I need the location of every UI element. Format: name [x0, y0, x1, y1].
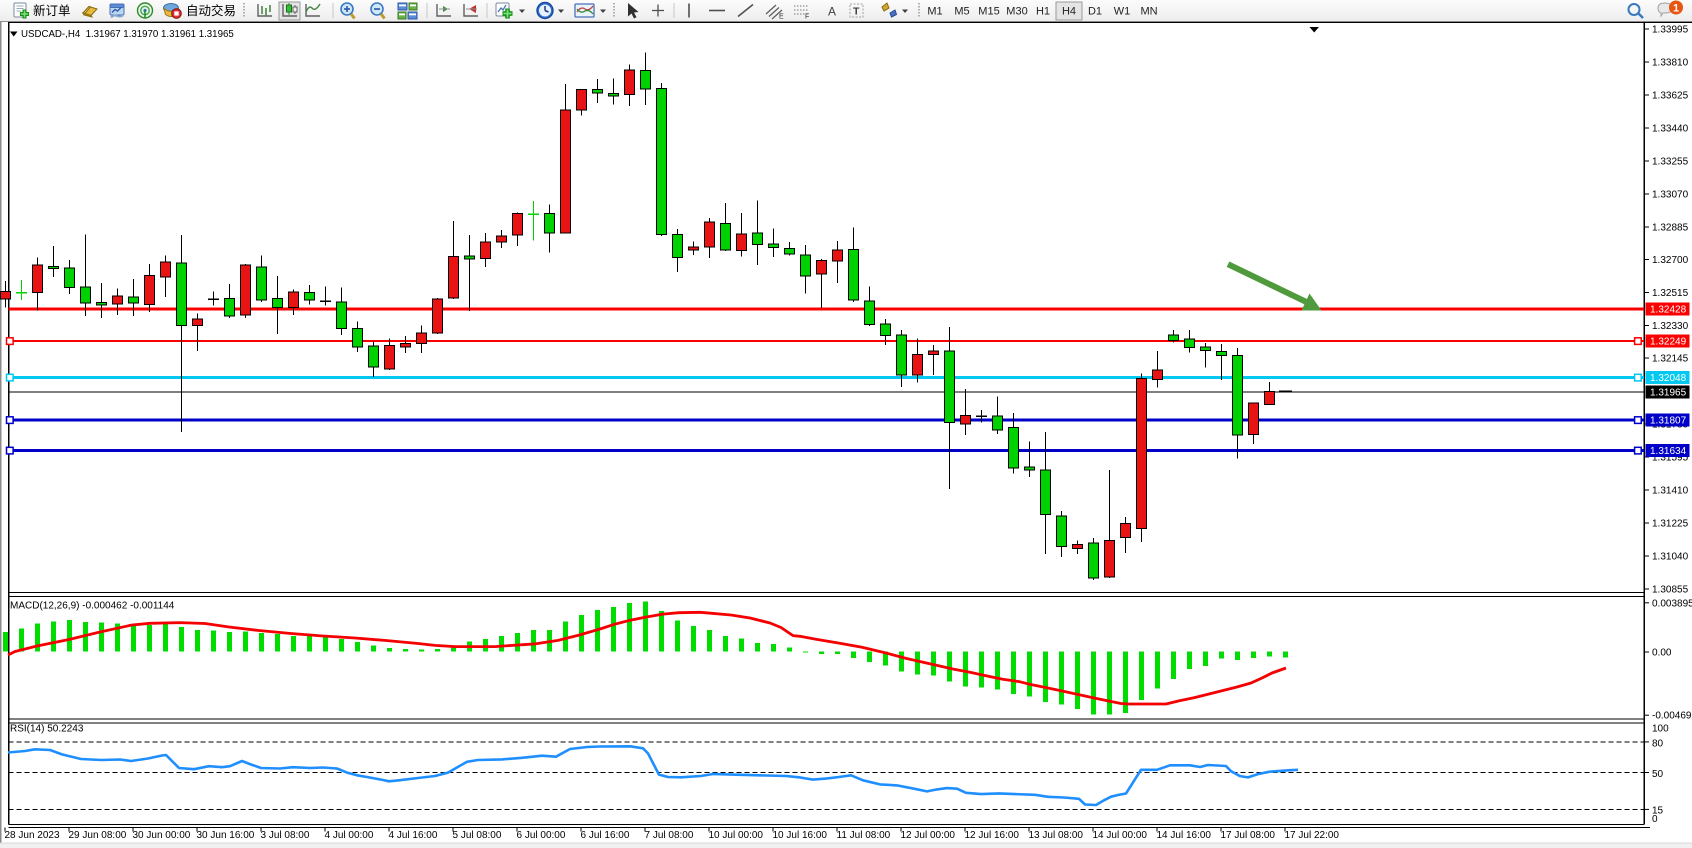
svg-text:M5: M5	[954, 6, 969, 18]
svg-text:10 Jul 00:00: 10 Jul 00:00	[709, 830, 764, 841]
svg-text:14 Jul 16:00: 14 Jul 16:00	[1157, 830, 1212, 841]
svg-text:T: T	[853, 6, 860, 18]
svg-text:A: A	[828, 5, 836, 19]
svg-text:1.30855: 1.30855	[1652, 585, 1689, 596]
svg-text:1.32515: 1.32515	[1652, 288, 1689, 299]
svg-text:MACD(12,26,9) -0.000462 -0.001: MACD(12,26,9) -0.000462 -0.001144	[10, 601, 175, 612]
svg-text:29 Jun 08:00: 29 Jun 08:00	[69, 830, 127, 841]
svg-text:USDCAD-,H4 1.31967 1.31970 1.: USDCAD-,H4 1.31967 1.31970 1.31961 1.319…	[21, 29, 234, 40]
svg-text:1.31040: 1.31040	[1652, 552, 1689, 563]
svg-text:1.32048: 1.32048	[1650, 373, 1687, 384]
svg-text:10 Jul 16:00: 10 Jul 16:00	[773, 830, 828, 841]
svg-text:12 Jul 00:00: 12 Jul 00:00	[901, 830, 956, 841]
svg-text:F: F	[805, 14, 809, 21]
svg-text:4 Jul 00:00: 4 Jul 00:00	[325, 830, 374, 841]
svg-text:1.31965: 1.31965	[1650, 388, 1687, 399]
svg-text:30 Jun 16:00: 30 Jun 16:00	[197, 830, 255, 841]
svg-text:11 Jul 08:00: 11 Jul 08:00	[837, 830, 891, 841]
svg-text:1.31410: 1.31410	[1652, 486, 1689, 497]
svg-text:0.003895: 0.003895	[1652, 598, 1692, 609]
svg-text:12 Jul 16:00: 12 Jul 16:00	[965, 830, 1020, 841]
svg-text:7 Jul 08:00: 7 Jul 08:00	[645, 830, 694, 841]
svg-text:1.32249: 1.32249	[1650, 337, 1687, 348]
svg-text:1.33440: 1.33440	[1652, 124, 1689, 135]
svg-text:4 Jul 16:00: 4 Jul 16:00	[389, 830, 438, 841]
svg-text:1.31807: 1.31807	[1650, 416, 1687, 427]
svg-text:M30: M30	[1006, 6, 1027, 18]
svg-text:1.32145: 1.32145	[1652, 354, 1689, 365]
svg-text:1.32885: 1.32885	[1652, 223, 1689, 234]
svg-text:1.31225: 1.31225	[1652, 519, 1689, 530]
svg-text:0: 0	[1652, 814, 1658, 825]
svg-text:H1: H1	[1036, 6, 1050, 18]
svg-text:1.31634: 1.31634	[1650, 446, 1687, 457]
svg-text:1.32428: 1.32428	[1650, 305, 1687, 316]
svg-text:6 Jul 16:00: 6 Jul 16:00	[581, 830, 630, 841]
svg-text:E: E	[779, 14, 784, 21]
svg-text:1.32700: 1.32700	[1652, 255, 1689, 266]
svg-text:17 Jul 22:00: 17 Jul 22:00	[1285, 830, 1340, 841]
svg-text:-0.004699: -0.004699	[1652, 711, 1692, 722]
svg-text:M15: M15	[978, 6, 999, 18]
svg-text:0.00: 0.00	[1652, 648, 1672, 659]
svg-text:5 Jul 08:00: 5 Jul 08:00	[453, 830, 502, 841]
svg-text:3 Jul 08:00: 3 Jul 08:00	[261, 830, 310, 841]
svg-text:MN: MN	[1140, 6, 1157, 18]
svg-text:30 Jun 00:00: 30 Jun 00:00	[133, 830, 191, 841]
svg-text:14 Jul 00:00: 14 Jul 00:00	[1093, 830, 1148, 841]
svg-text:28 Jun 2023: 28 Jun 2023	[5, 830, 60, 841]
svg-text:80: 80	[1652, 739, 1664, 750]
svg-text:1.31595: 1.31595	[1652, 453, 1689, 464]
svg-text:W1: W1	[1114, 6, 1131, 18]
svg-text:RSI(14) 50.2243: RSI(14) 50.2243	[10, 724, 84, 735]
svg-text:D1: D1	[1088, 6, 1102, 18]
svg-text:M1: M1	[927, 6, 942, 18]
svg-text:13 Jul 08:00: 13 Jul 08:00	[1029, 830, 1084, 841]
svg-text:H4: H4	[1062, 6, 1076, 18]
svg-text:6 Jul 00:00: 6 Jul 00:00	[517, 830, 566, 841]
svg-text:1.33255: 1.33255	[1652, 157, 1689, 168]
svg-text:新订单: 新订单	[33, 3, 71, 18]
svg-text:15: 15	[1652, 806, 1664, 817]
svg-text:17 Jul 08:00: 17 Jul 08:00	[1221, 830, 1276, 841]
svg-text:1.33810: 1.33810	[1652, 58, 1689, 69]
svg-text:100: 100	[1652, 723, 1669, 734]
svg-text:50: 50	[1652, 769, 1664, 780]
svg-text:1.33070: 1.33070	[1652, 190, 1689, 201]
svg-text:1.33995: 1.33995	[1652, 25, 1689, 36]
svg-text:1.32330: 1.32330	[1652, 321, 1689, 332]
svg-text:自动交易: 自动交易	[186, 3, 236, 18]
svg-text:1.33625: 1.33625	[1652, 91, 1689, 102]
svg-text:1: 1	[1673, 3, 1679, 15]
